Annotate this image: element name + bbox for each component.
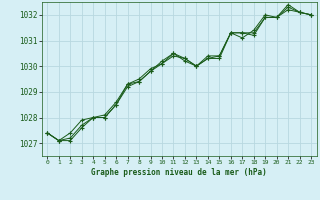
X-axis label: Graphe pression niveau de la mer (hPa): Graphe pression niveau de la mer (hPa) xyxy=(91,168,267,177)
